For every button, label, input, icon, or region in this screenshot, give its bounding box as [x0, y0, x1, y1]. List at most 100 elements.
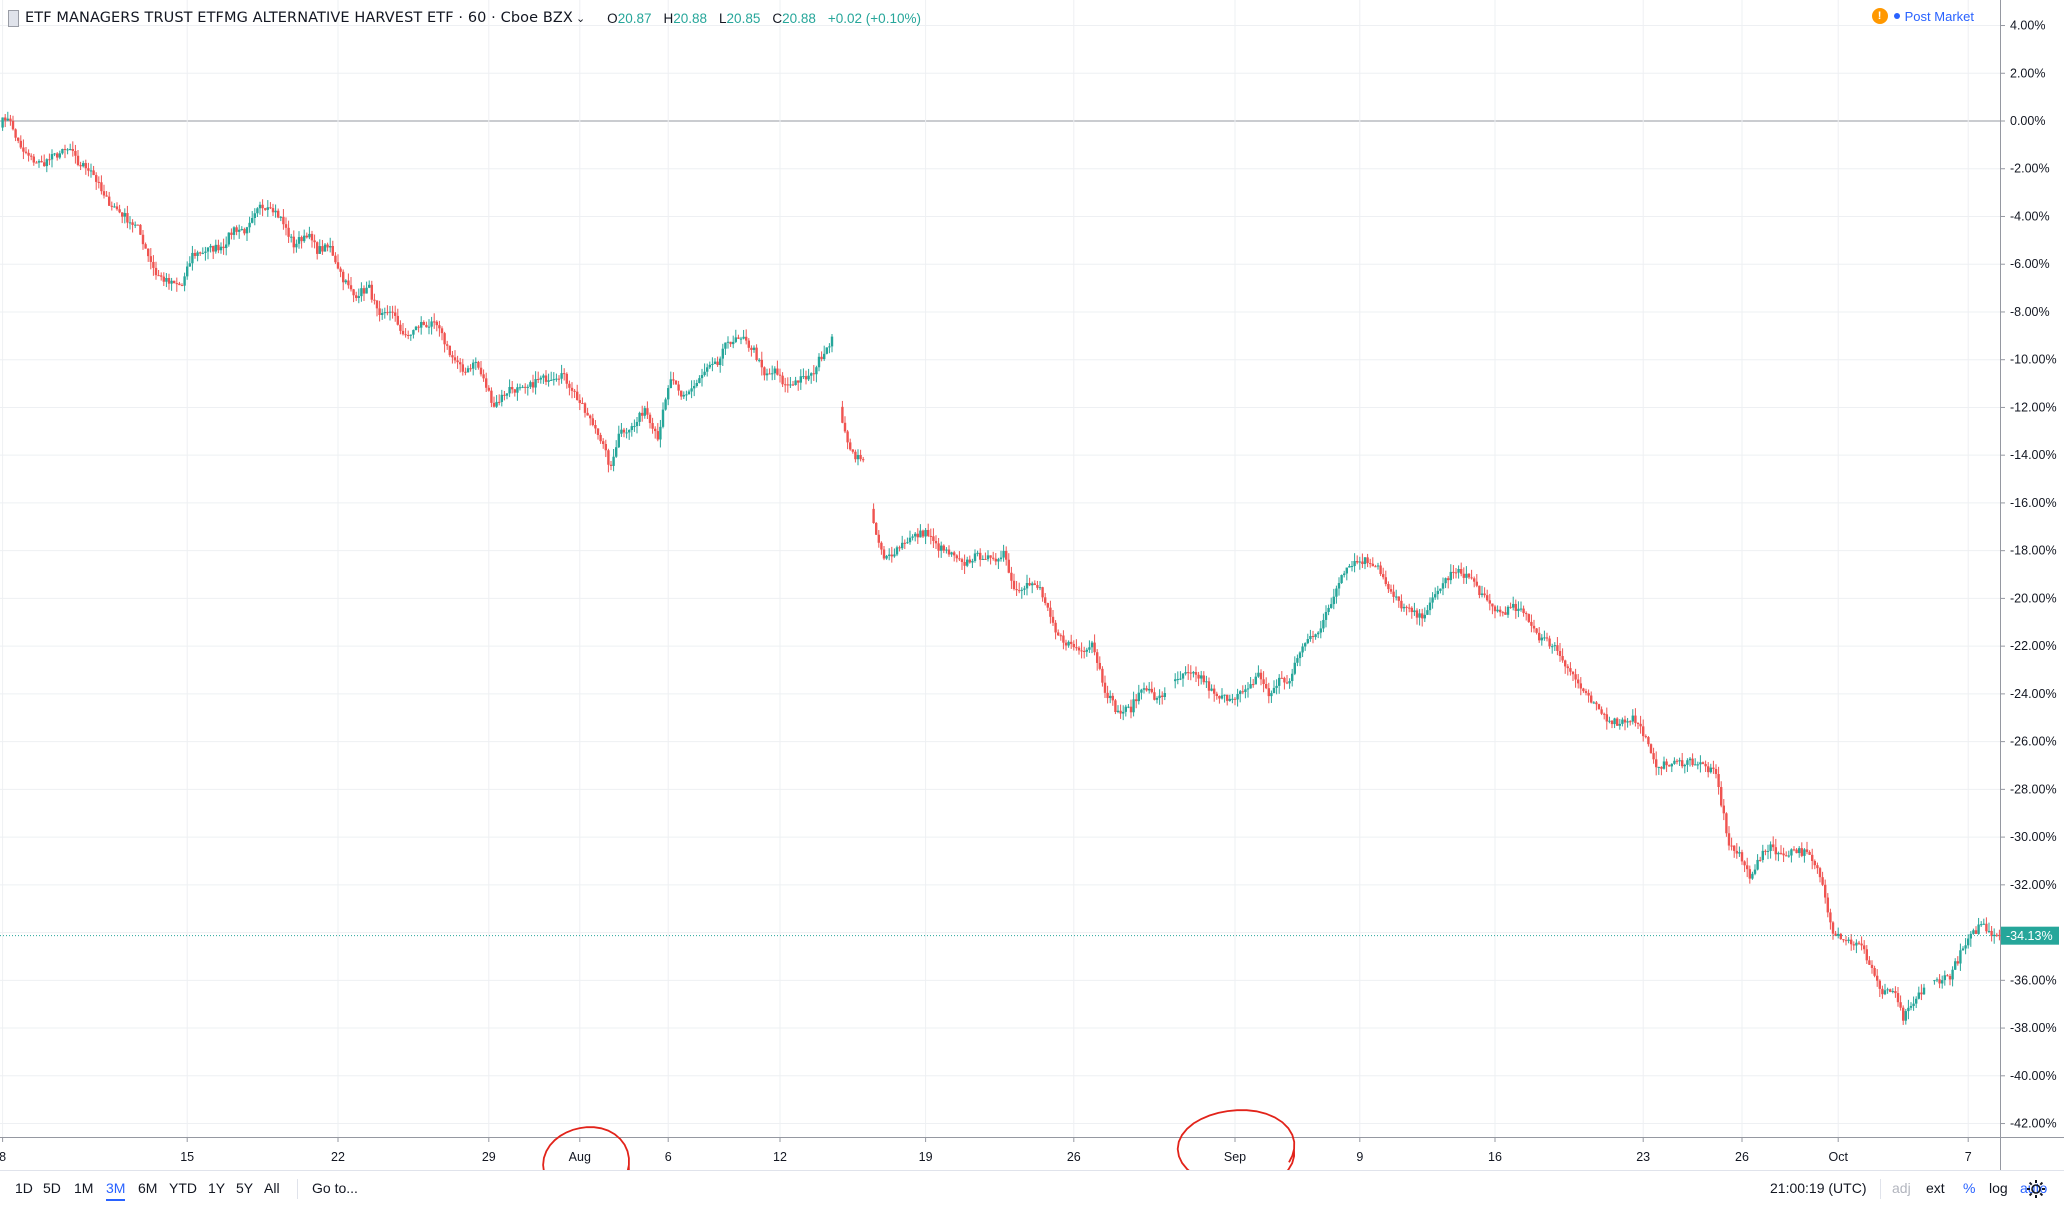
candle-body — [617, 433, 620, 448]
candle-body — [1730, 845, 1733, 847]
gear-icon[interactable] — [2026, 1179, 2046, 1199]
candle-body — [1410, 607, 1413, 613]
candle-body — [581, 403, 584, 405]
candle-body — [225, 244, 228, 249]
post-market-indicator[interactable]: ! Post Market — [1871, 8, 1974, 24]
candle-body — [401, 330, 405, 335]
ext-toggle[interactable]: ext — [1926, 1180, 1945, 1196]
candle-body — [940, 545, 943, 551]
candle-body — [1285, 682, 1289, 684]
warning-icon[interactable]: ! — [1871, 8, 1888, 24]
candle-body — [716, 361, 719, 365]
candle-body — [958, 558, 961, 560]
clock-readout[interactable]: 21:00:19 (UTC) — [1770, 1180, 1867, 1196]
percent-scale-toggle[interactable]: % — [1963, 1180, 1976, 1196]
candle-body — [318, 246, 321, 254]
candle-body — [1613, 718, 1616, 725]
range-1m-button[interactable]: 1M — [74, 1180, 94, 1196]
candle-body — [206, 247, 210, 252]
candle-body — [27, 152, 30, 156]
candle-body — [485, 378, 488, 388]
candle-body — [1317, 632, 1320, 635]
candle-body — [370, 284, 373, 300]
range-1d-button[interactable]: 1D — [15, 1180, 33, 1196]
range-all-button[interactable]: All — [264, 1180, 280, 1196]
candle-body — [1012, 580, 1016, 590]
y-tick-label: -16.00% — [2010, 496, 2057, 510]
candle-body — [4, 117, 7, 121]
x-tick-label: 9 — [1356, 1150, 1363, 1164]
candle-body — [108, 196, 111, 206]
candle-body — [430, 321, 433, 327]
candle-body — [1496, 609, 1499, 612]
range-6m-button[interactable]: 6M — [138, 1180, 158, 1196]
candle-body — [1894, 991, 1897, 994]
candle-body — [1644, 736, 1647, 738]
candle-body — [1779, 852, 1783, 854]
candle-body — [1655, 759, 1658, 768]
candle-body — [264, 208, 267, 210]
candle-body — [609, 464, 613, 466]
candle-body — [1946, 975, 1949, 977]
candle-body — [1774, 847, 1777, 855]
candle-body — [503, 394, 506, 396]
candle-body — [773, 368, 776, 374]
candle-body — [1010, 572, 1013, 581]
candle-body — [758, 359, 761, 361]
candle-body — [1993, 934, 1996, 937]
candle-body — [1922, 987, 1926, 995]
range-ytd-button[interactable]: YTD — [169, 1180, 197, 1196]
goto-button[interactable]: Go to... — [312, 1180, 358, 1196]
candle-body — [154, 267, 158, 276]
symbol-title[interactable]: ETF MANAGERS TRUST ETFMG ALTERNATIVE HAR… — [25, 10, 573, 26]
candle-body — [895, 547, 899, 555]
candle-body — [1301, 646, 1304, 653]
candle-body — [1075, 647, 1078, 649]
candle-body — [1852, 944, 1855, 946]
candle-body — [1291, 673, 1294, 681]
x-tick-label: 16 — [1488, 1150, 1502, 1164]
candle-body — [152, 261, 155, 268]
candle-body — [1792, 849, 1796, 851]
candle-body — [19, 140, 22, 148]
range-3m-button[interactable]: 3M — [106, 1180, 126, 1201]
range-5d-button[interactable]: 5D — [43, 1180, 61, 1196]
candle-body — [1904, 1011, 1907, 1021]
candle-body — [1457, 568, 1460, 573]
candle-body — [1319, 628, 1322, 633]
candle-body — [188, 263, 191, 267]
candle-body — [1361, 561, 1364, 565]
candle-body — [1733, 845, 1736, 851]
candle-body — [399, 324, 402, 331]
candle-body — [417, 326, 420, 328]
candle-body — [409, 334, 412, 336]
candle-body — [1025, 582, 1029, 589]
candle-body — [1870, 964, 1874, 968]
toolbar-divider — [1880, 1179, 1881, 1199]
candle-body — [1054, 622, 1057, 633]
collapse-legend-icon[interactable] — [8, 9, 19, 27]
range-1y-button[interactable]: 1Y — [208, 1180, 226, 1196]
adj-toggle[interactable]: adj — [1892, 1180, 1911, 1196]
log-scale-toggle[interactable]: log — [1989, 1180, 2008, 1196]
chevron-down-icon[interactable]: ⌄ — [575, 12, 586, 25]
candle-body — [565, 373, 568, 384]
candle-body — [537, 378, 540, 380]
candle-body — [1226, 694, 1229, 701]
candle-body — [89, 170, 93, 172]
candle-body — [1348, 566, 1351, 568]
candle-body — [968, 559, 971, 563]
candle-body — [1298, 652, 1302, 659]
candle-body — [669, 379, 672, 389]
candle-body — [1343, 573, 1346, 576]
candle-body — [664, 399, 667, 410]
range-5y-button[interactable]: 5Y — [236, 1180, 254, 1196]
candle-body — [557, 378, 561, 380]
candle-body — [1735, 850, 1738, 854]
candle-body — [1704, 764, 1707, 767]
candle-body — [552, 379, 555, 381]
candle-body — [620, 429, 623, 434]
candle-body — [1902, 1007, 1905, 1021]
